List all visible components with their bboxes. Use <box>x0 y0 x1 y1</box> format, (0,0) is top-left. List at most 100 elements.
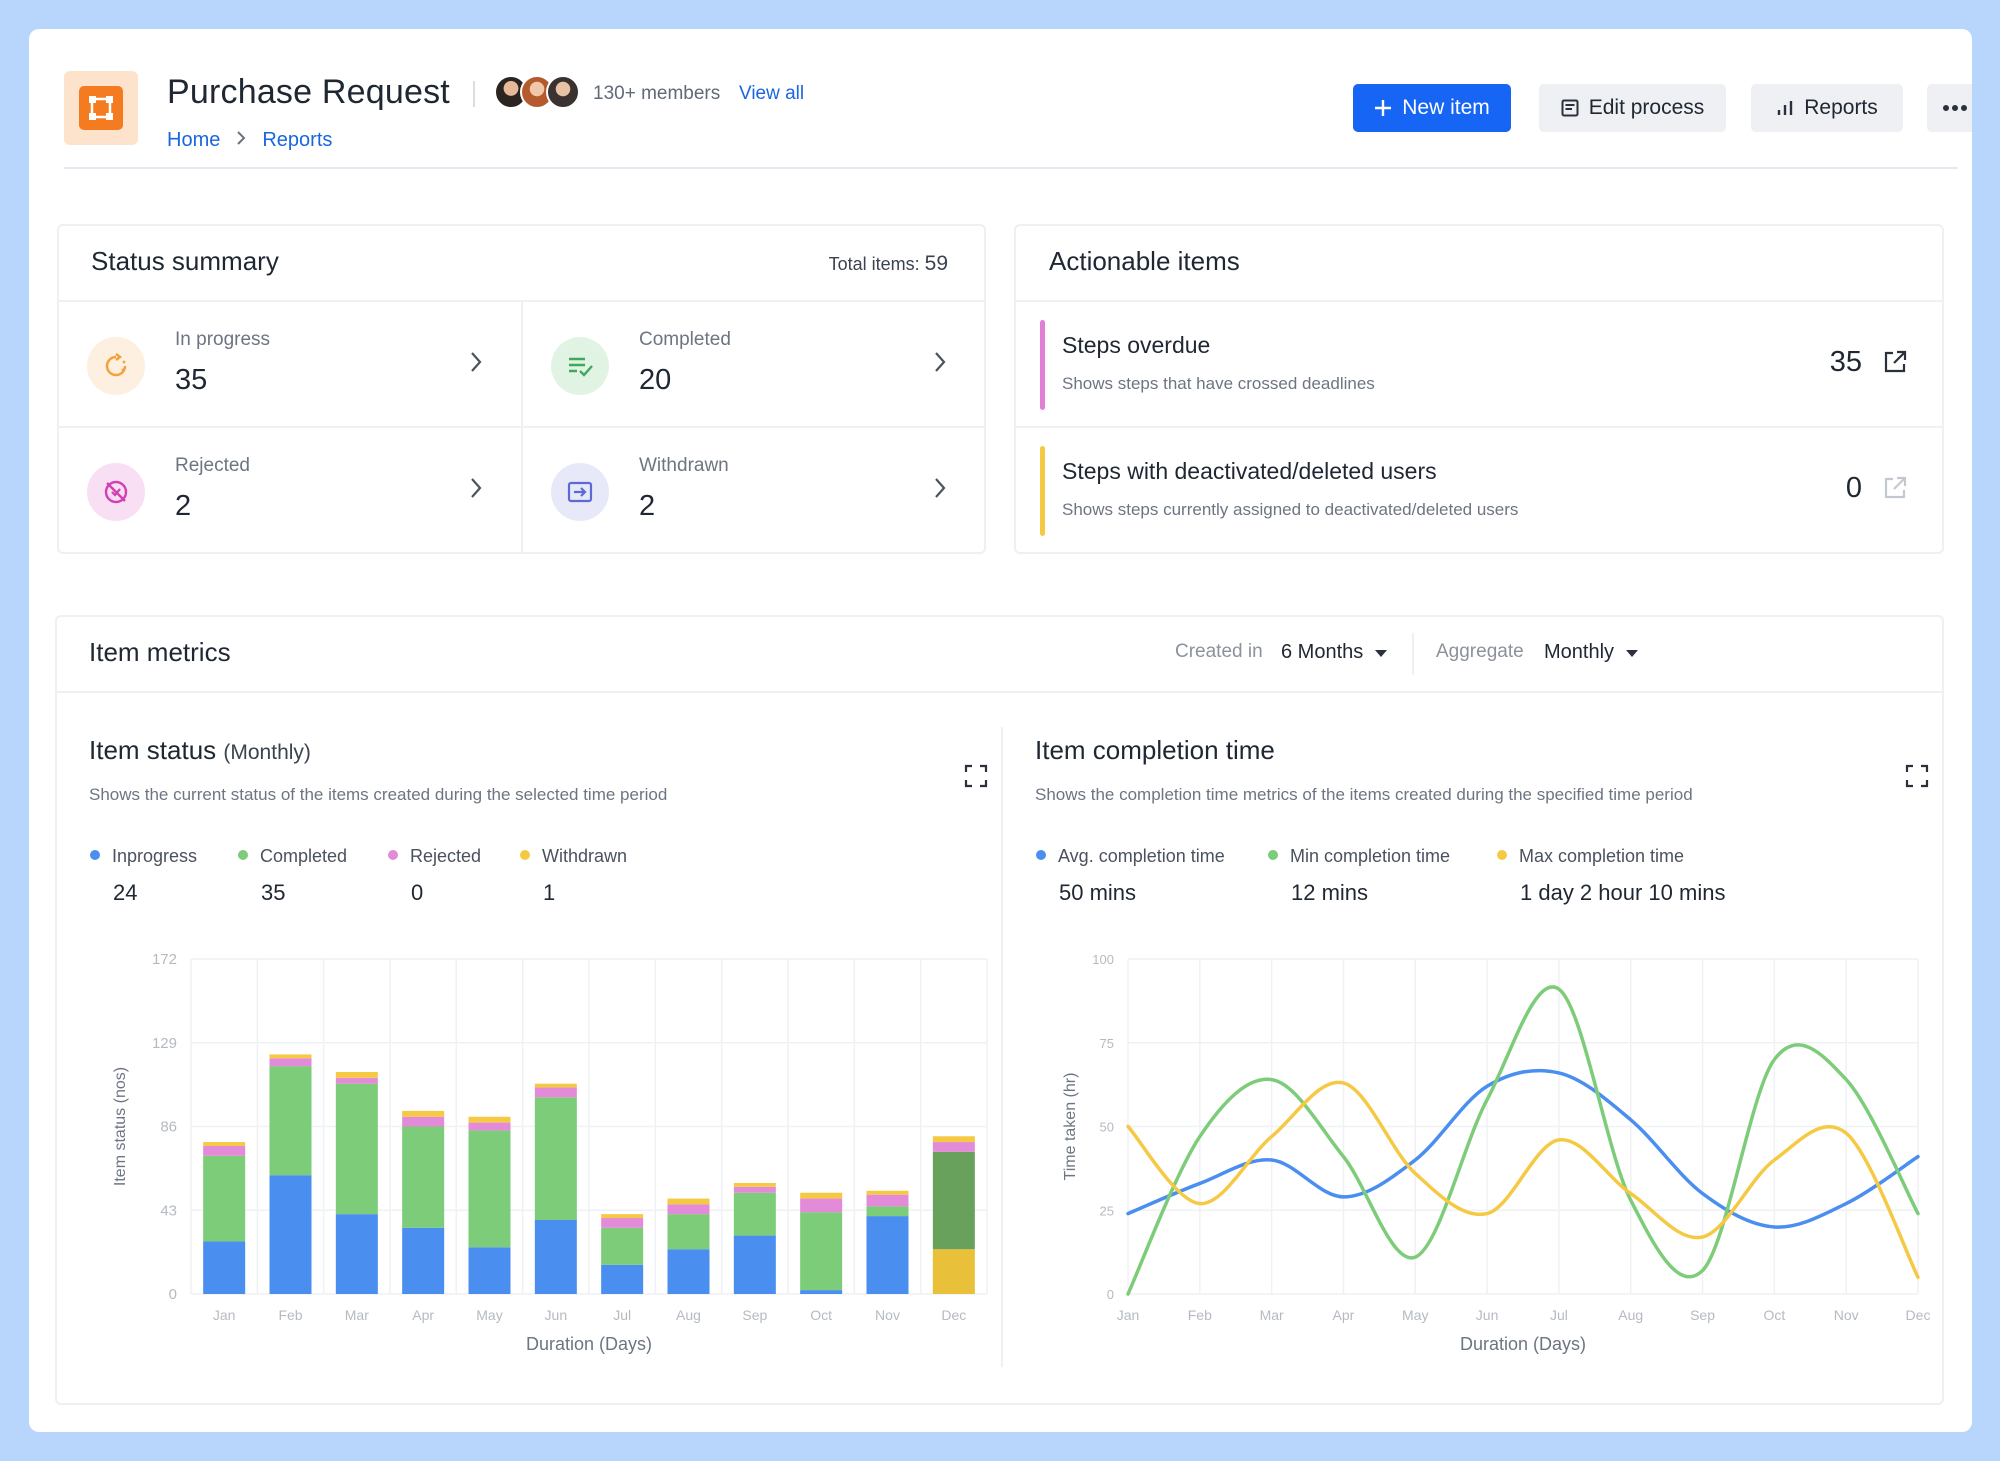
bar-segment <box>733 1192 776 1236</box>
fullscreen-icon[interactable] <box>1905 764 1929 788</box>
y-tick-label: 0 <box>1107 1287 1114 1302</box>
fullscreen-icon[interactable] <box>964 764 988 788</box>
member-avatars[interactable] <box>494 75 580 109</box>
breadcrumb-home[interactable]: Home <box>167 129 221 151</box>
new-item-button[interactable]: New item <box>1353 84 1511 132</box>
bar-segment <box>335 1077 378 1084</box>
row-count: 35 <box>1829 346 1862 378</box>
chevron-right-icon <box>471 352 482 372</box>
divider <box>1016 426 1942 428</box>
row-description: Shows steps that have crossed deadlines <box>1062 374 1375 393</box>
divider <box>1001 727 1003 1367</box>
legend-value: 12 mins <box>1291 880 1369 905</box>
bar-segment <box>269 1175 312 1294</box>
breadcrumb: Home Reports <box>167 129 332 152</box>
bar-segment <box>269 1058 312 1067</box>
item-status-title: Item status (Monthly) <box>89 735 311 766</box>
legend-dot <box>520 850 530 860</box>
legend-label: Max completion time <box>1519 846 1685 866</box>
reports-button[interactable]: Reports <box>1751 84 1903 132</box>
bar-segment <box>468 1247 511 1294</box>
x-axis-label: Duration (Days) <box>1460 1334 1586 1354</box>
completion-time-chart: 0 25 50 75 100 Jan Feb Mar Apr May Jun Jul Aug Sep Oct… <box>1062 952 1930 1354</box>
x-tick-label: Apr <box>412 1307 434 1323</box>
chevron-right-icon <box>935 352 946 372</box>
bar-segment <box>335 1214 378 1294</box>
status-completed[interactable]: Completed 20 <box>523 302 985 426</box>
series-line <box>1126 1080 1920 1279</box>
form-icon <box>1561 99 1579 117</box>
y-tick-label: 129 <box>152 1035 177 1052</box>
x-tick-label: Jan <box>1117 1307 1140 1323</box>
legend-dot <box>90 850 100 860</box>
status-value: 2 <box>639 490 656 522</box>
item-status-description: Shows the current status of the items cr… <box>89 785 668 804</box>
completion-time-description: Shows the completion time metrics of the… <box>1035 785 1693 804</box>
bar-segment <box>601 1264 644 1294</box>
y-tick-label: 172 <box>152 951 177 968</box>
x-tick-label: Jul <box>613 1307 631 1323</box>
bar-segment <box>866 1194 909 1207</box>
caret-down-icon <box>1374 650 1387 657</box>
actionable-items-title: Actionable items <box>1049 246 1240 276</box>
edit-process-label: Edit process <box>1588 96 1705 119</box>
member-count: 130+ members <box>593 83 721 104</box>
x-tick-label: Jul <box>1550 1307 1568 1323</box>
reports-label: Reports <box>1804 96 1878 119</box>
aggregate-value: Monthly <box>1544 641 1615 663</box>
x-tick-label: Mar <box>1260 1307 1284 1323</box>
breadcrumb-reports[interactable]: Reports <box>262 129 333 151</box>
legend-dot <box>238 850 248 860</box>
created-in-dropdown[interactable]: 6 Months <box>1281 641 1387 664</box>
actionable-items-card: Actionable items Steps overdue Shows ste… <box>1014 224 1944 554</box>
status-in-progress[interactable]: In progress 35 <box>59 302 521 426</box>
new-item-label: New item <box>1402 96 1490 119</box>
legend-dot <box>1497 850 1507 860</box>
x-tick-label: Jun <box>545 1307 568 1323</box>
item-status-heading: Item status <box>89 735 217 765</box>
status-value: 35 <box>175 364 208 396</box>
y-axis-label: Time taken (hr) <box>1062 1073 1079 1181</box>
bar-segment <box>468 1122 511 1131</box>
edit-process-button[interactable]: Edit process <box>1539 84 1726 132</box>
bar-segment <box>203 1142 246 1146</box>
y-tick-label: 86 <box>160 1119 177 1136</box>
deactivated-users-row[interactable]: Steps with deactivated/deleted users Sho… <box>1016 428 1942 552</box>
legend-min: Min completion time 12 mins <box>1268 846 1451 905</box>
bar-segment <box>468 1116 511 1123</box>
bar-segment <box>733 1235 776 1294</box>
bar-segment <box>203 1241 246 1294</box>
steps-overdue-row[interactable]: Steps overdue Shows steps that have cros… <box>1016 302 1942 426</box>
row-title: Steps overdue <box>1062 332 1211 358</box>
caret-down-icon <box>1625 650 1638 657</box>
bar-chart-icon <box>1778 101 1793 115</box>
bar-segment <box>932 1136 975 1143</box>
bar-segment <box>269 1066 312 1176</box>
legend-value: 35 <box>261 880 286 905</box>
chevron-right-icon <box>471 478 482 498</box>
view-all-link[interactable]: View all <box>739 83 805 104</box>
status-label: In progress <box>175 329 271 350</box>
bar-segment <box>667 1214 710 1250</box>
more-options-button[interactable] <box>1927 84 1972 132</box>
status-withdrawn[interactable]: Withdrawn 2 <box>523 428 985 552</box>
status-rejected[interactable]: Rejected 2 <box>59 428 521 552</box>
status-value: 2 <box>175 490 192 522</box>
bar-segment <box>402 1126 445 1228</box>
series-line <box>1126 985 1920 1296</box>
avatar <box>546 75 580 109</box>
y-tick-label: 100 <box>1092 952 1114 967</box>
bar-segment <box>932 1249 975 1294</box>
aggregate-dropdown[interactable]: Monthly <box>1544 641 1638 664</box>
external-link-icon[interactable] <box>1882 349 1908 375</box>
x-tick-label: Oct <box>810 1307 832 1323</box>
bar-segment <box>733 1186 776 1193</box>
legend-label: Min completion time <box>1290 846 1451 866</box>
y-tick-label: 75 <box>1100 1036 1114 1051</box>
chevron-right-icon <box>236 129 246 152</box>
legend-withdrawn: Withdrawn 1 <box>520 846 627 905</box>
y-tick-label: 25 <box>1100 1203 1114 1218</box>
status-value: 20 <box>639 364 672 396</box>
legend-value: 1 day 2 hour 10 mins <box>1520 880 1726 905</box>
completion-time-title: Item completion time <box>1035 735 1275 765</box>
